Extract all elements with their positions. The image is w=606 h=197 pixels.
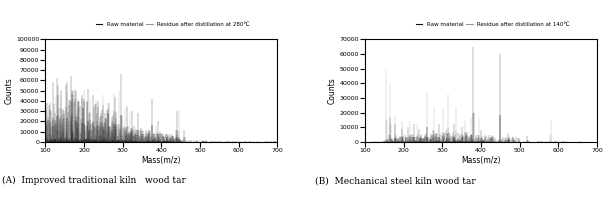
Legend: Raw material, Residue after distillation at 140℃: Raw material, Residue after distillation… <box>413 20 572 29</box>
Y-axis label: Counts: Counts <box>4 77 13 104</box>
Text: (A)  Improved traditional kiln   wood tar: (A) Improved traditional kiln wood tar <box>2 176 186 185</box>
Legend: Raw material, Residue after distillation at 280℃: Raw material, Residue after distillation… <box>93 20 252 29</box>
Y-axis label: Counts: Counts <box>328 77 337 104</box>
X-axis label: Mass(m/z): Mass(m/z) <box>461 156 501 165</box>
X-axis label: Mass(m/z): Mass(m/z) <box>142 156 181 165</box>
Text: (B)  Mechanical steel kiln wood tar: (B) Mechanical steel kiln wood tar <box>315 176 476 185</box>
